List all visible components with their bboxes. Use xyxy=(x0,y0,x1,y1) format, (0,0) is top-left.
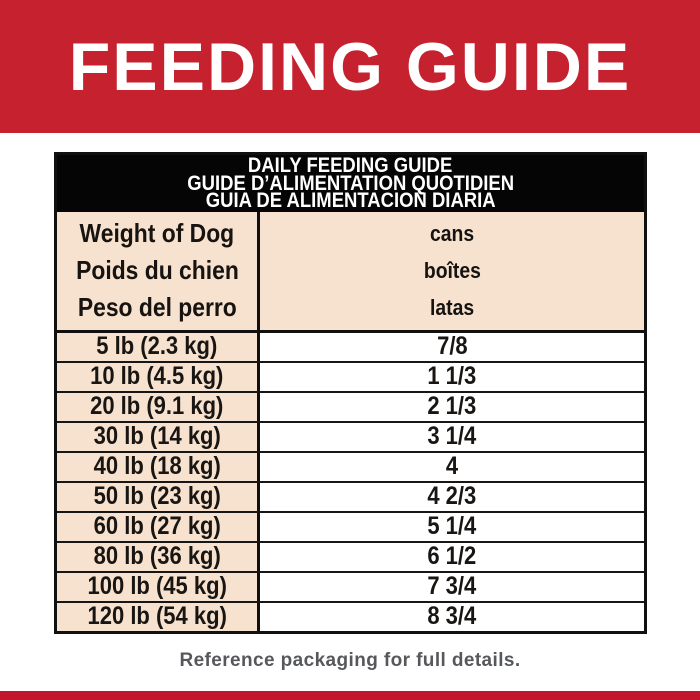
weight-cell: 100 lb (45 kg) xyxy=(57,572,260,601)
cans-cell: 1 1/3 xyxy=(260,362,644,391)
weight-cell: 10 lb (4.5 kg) xyxy=(57,362,260,391)
feeding-row: 30 lb (14 kg) 3 1/4 xyxy=(57,420,644,451)
cans-column-header: cans boîtes latas xyxy=(260,211,644,330)
cans-header-en: cans xyxy=(429,221,475,246)
weight-cell: 80 lb (36 kg) xyxy=(57,542,260,571)
weight-header-es: Peso del perro xyxy=(77,292,237,322)
feeding-row: 100 lb (45 kg) 7 3/4 xyxy=(57,570,644,601)
weight-header-fr: Poids du chien xyxy=(75,255,239,285)
table-title-english: DAILY FEEDING GUIDE xyxy=(248,154,453,177)
cans-cell: 7/8 xyxy=(260,332,644,361)
weight-cell: 5 lb (2.3 kg) xyxy=(57,332,260,361)
feeding-row: 80 lb (36 kg) 6 1/2 xyxy=(57,540,644,571)
weight-cell: 20 lb (9.1 kg) xyxy=(57,392,260,421)
table-title-spanish: GUIA DE ALIMENTACION DIARIA xyxy=(205,189,496,212)
feeding-row: 5 lb (2.3 kg) 7/8 xyxy=(57,332,644,361)
table-title-band: DAILY FEEDING GUIDE GUIDE D’ALIMENTATION… xyxy=(57,155,644,212)
weight-header-en: Weight of Dog xyxy=(79,218,235,248)
footer-note: Reference packaging for full details. xyxy=(179,650,521,671)
weight-cell: 50 lb (23 kg) xyxy=(57,482,260,511)
feeding-row: 20 lb (9.1 kg) 2 1/3 xyxy=(57,390,644,421)
banner-title: FEEDING GUIDE xyxy=(68,28,632,105)
weight-cell: 40 lb (18 kg) xyxy=(57,452,260,481)
weight-column-header: Weight of Dog Poids du chien Peso del pe… xyxy=(57,211,260,330)
feeding-guide-table: DAILY FEEDING GUIDE GUIDE D’ALIMENTATION… xyxy=(54,152,647,634)
weight-cell: 120 lb (54 kg) xyxy=(57,602,260,631)
feeding-row: 40 lb (18 kg) 4 xyxy=(57,450,644,481)
cans-cell: 8 3/4 xyxy=(260,602,644,631)
feeding-row: 120 lb (54 kg) 8 3/4 xyxy=(57,600,644,631)
cans-cell: 4 xyxy=(260,452,644,481)
feeding-rows: 5 lb (2.3 kg) 7/8 10 lb (4.5 kg) 1 1/3 2… xyxy=(57,332,644,631)
cans-cell: 4 2/3 xyxy=(260,482,644,511)
feeding-guide-banner: FEEDING GUIDE xyxy=(0,0,700,133)
weight-cell: 60 lb (27 kg) xyxy=(57,512,260,541)
table-title-french: GUIDE D’ALIMENTATION QUOTIDIEN xyxy=(187,171,514,195)
cans-header-es: latas xyxy=(429,295,475,320)
feeding-row: 10 lb (4.5 kg) 1 1/3 xyxy=(57,360,644,391)
cans-cell: 6 1/2 xyxy=(260,542,644,571)
weight-cell: 30 lb (14 kg) xyxy=(57,422,260,451)
feeding-row: 50 lb (23 kg) 4 2/3 xyxy=(57,480,644,511)
table-header-row: Weight of Dog Poids du chien Peso del pe… xyxy=(57,211,644,333)
cans-cell: 5 1/4 xyxy=(260,512,644,541)
feeding-row: 60 lb (27 kg) 5 1/4 xyxy=(57,510,644,541)
bottom-red-strip xyxy=(0,691,700,700)
cans-header-fr: boîtes xyxy=(423,258,481,283)
cans-cell: 3 1/4 xyxy=(260,422,644,451)
cans-cell: 7 3/4 xyxy=(260,572,644,601)
cans-cell: 2 1/3 xyxy=(260,392,644,421)
